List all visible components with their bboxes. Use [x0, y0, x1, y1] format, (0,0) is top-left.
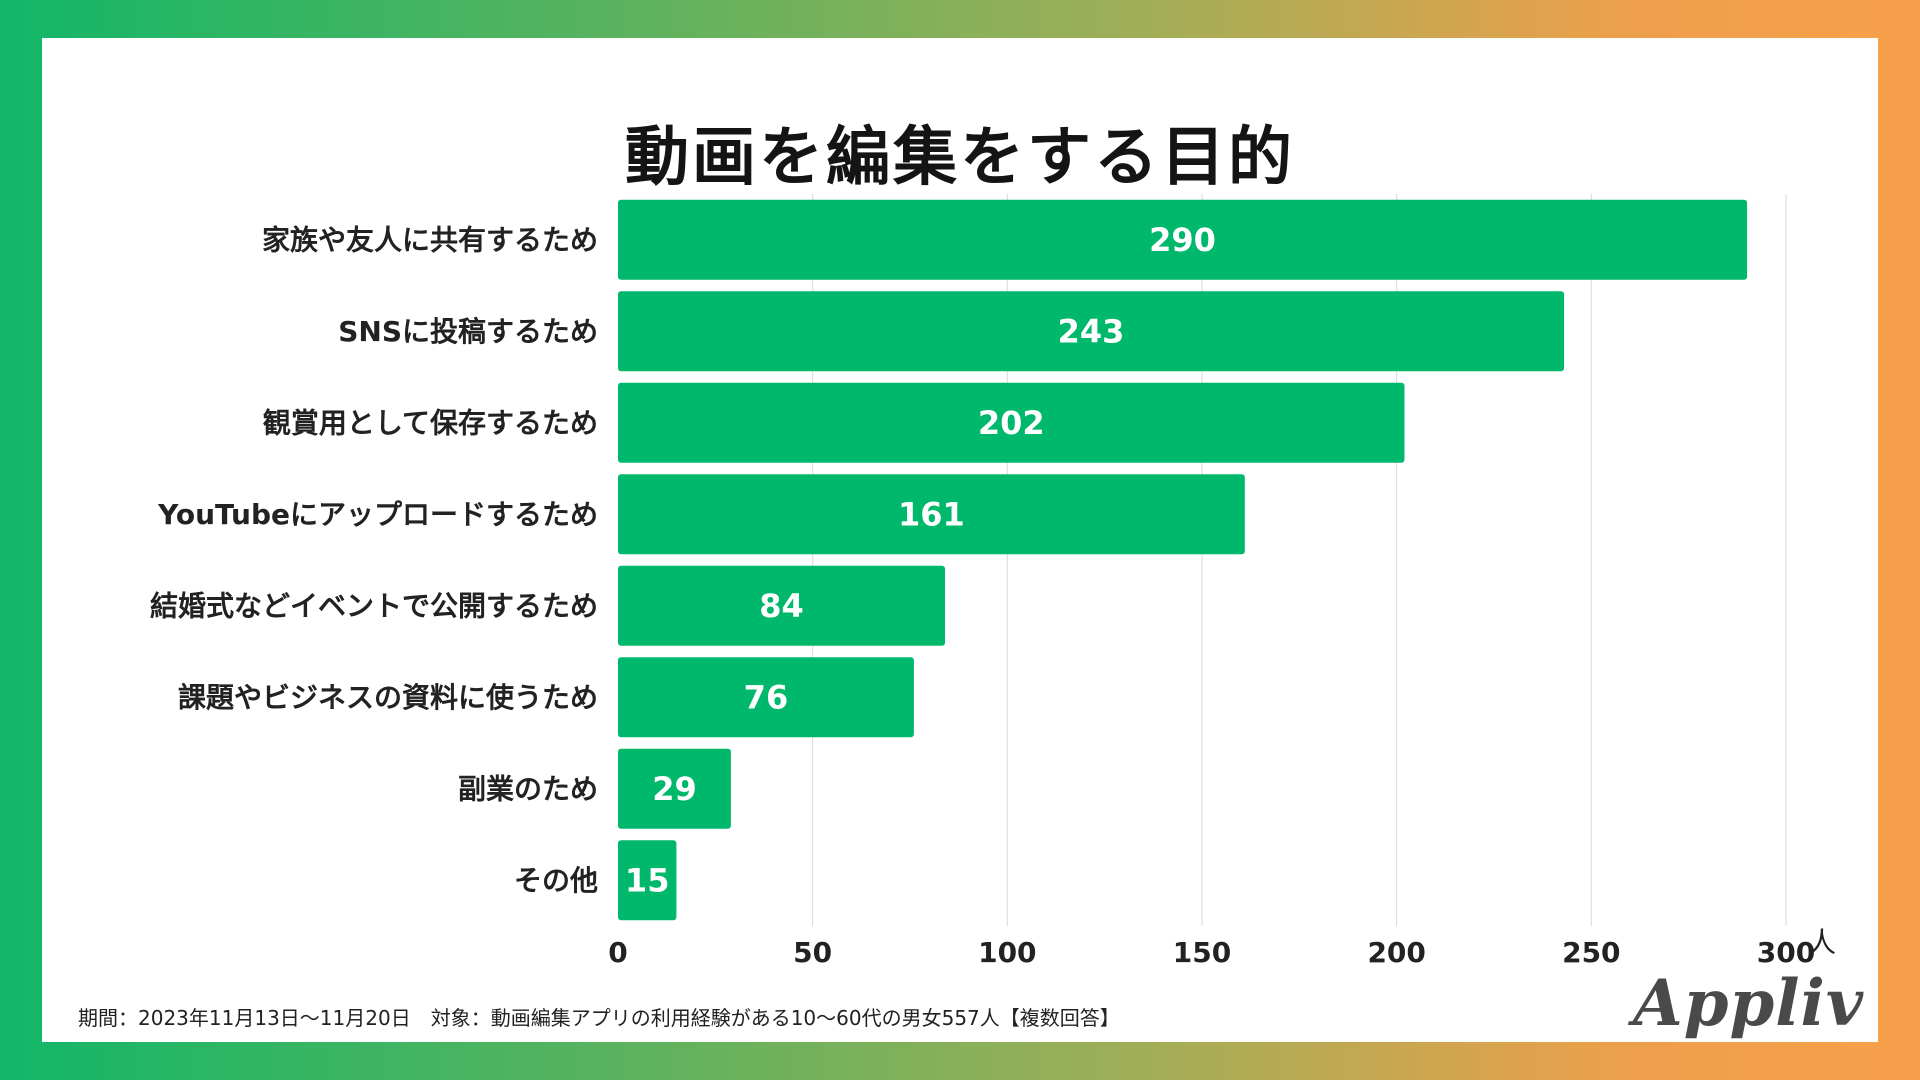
- bar: [618, 291, 1565, 372]
- bar: [618, 474, 1245, 555]
- value-label: 15: [625, 861, 670, 899]
- appliv-logo: Appliv: [1633, 966, 1864, 1041]
- category-label: SNSに投稿するため: [338, 315, 598, 348]
- chart-panel: 動画を編集をする目的 家族や友人に共有するため 290 SNSに投稿するため 243 観…: [42, 38, 1878, 1042]
- category-label: 家族や友人に共有するため: [262, 223, 598, 256]
- x-tick-label: 250: [1562, 936, 1620, 969]
- x-tick-label: 300: [1757, 936, 1815, 969]
- bar: [618, 748, 731, 829]
- value-label: 84: [759, 587, 804, 625]
- category-label: その他: [514, 864, 598, 897]
- value-label: 161: [898, 495, 965, 533]
- survey-footnote: 期間：2023年11月13日〜11月20日 対象：動画編集アプリの利用経験がある…: [78, 1006, 1120, 1030]
- category-label: 副業のため: [458, 772, 598, 805]
- value-label: 290: [1149, 221, 1216, 259]
- x-unit-label: 人: [1808, 926, 1836, 959]
- bar: [618, 382, 1405, 463]
- chart-title: 動画を編集をする目的: [625, 121, 1295, 195]
- x-tick-label: 200: [1367, 936, 1425, 969]
- bar: [618, 199, 1748, 280]
- x-tick-label: 50: [793, 936, 832, 969]
- x-tick-label: 100: [978, 936, 1036, 969]
- category-label: 課題やビジネスの資料に使うため: [178, 681, 598, 714]
- bar: [618, 565, 946, 646]
- x-tick-label: 0: [608, 936, 627, 969]
- value-label: 202: [978, 404, 1045, 442]
- value-label: 76: [744, 678, 789, 716]
- bar: [618, 840, 677, 921]
- category-label: 結婚式などイベントで公開するため: [150, 589, 598, 622]
- x-tick-label: 150: [1173, 936, 1231, 969]
- bar: [618, 657, 914, 738]
- value-label: 29: [652, 770, 697, 808]
- category-label: YouTubeにアップロードするため: [157, 498, 598, 531]
- category-label: 観賞用として保存するため: [263, 406, 598, 439]
- value-label: 243: [1058, 312, 1125, 350]
